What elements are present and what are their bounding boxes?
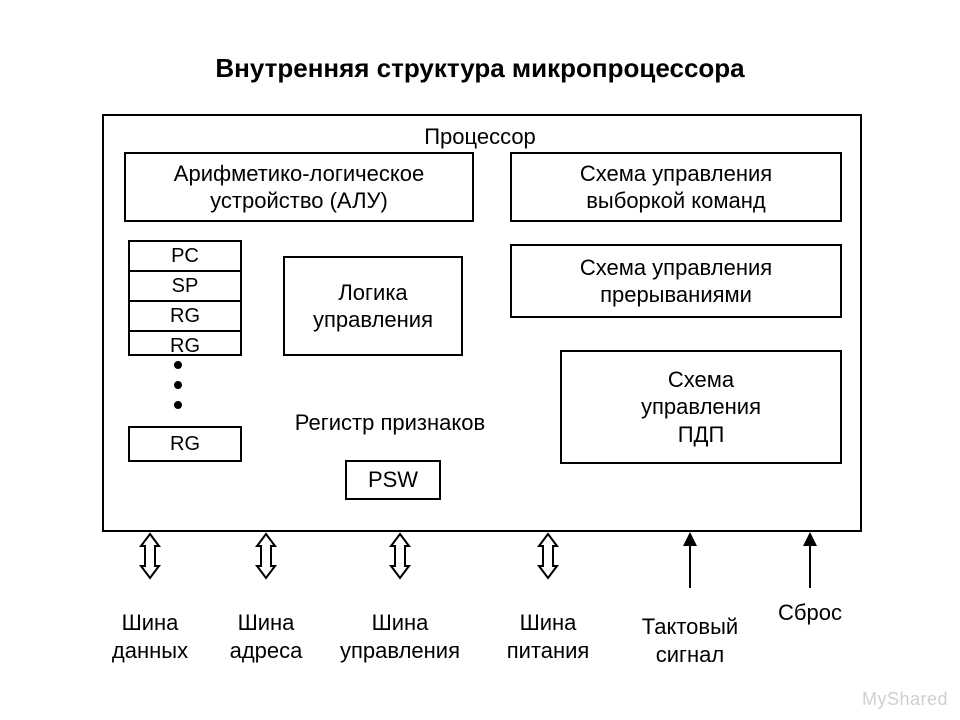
- watermark: MyShared: [862, 689, 948, 710]
- block-interrupt-ctrl: Схема управленияпрерываниями: [510, 244, 842, 318]
- bus-arrow-double-power: [533, 534, 563, 582]
- block-dma-text: СхемауправленияПДП: [641, 366, 761, 449]
- block-alu-text: Арифметико-логическоеустройство (АЛУ): [174, 160, 424, 215]
- register-last-text: RG: [170, 432, 200, 457]
- status-register-label: Регистр признаков: [250, 409, 530, 437]
- ellipsis-dot: [174, 361, 182, 369]
- bus-label-reset: Сброс: [725, 599, 895, 627]
- register-cell: RG: [130, 302, 240, 332]
- bus-arrow-up-reset: [798, 532, 822, 592]
- block-psw: PSW: [345, 460, 441, 500]
- diagram-title: Внутренняя структура микропроцессора: [0, 53, 960, 84]
- ellipsis-dot: [174, 401, 182, 409]
- bus-arrow-double-data: [135, 534, 165, 582]
- block-dma-ctrl: СхемауправленияПДП: [560, 350, 842, 464]
- block-psw-text: PSW: [368, 466, 418, 494]
- register-cell: PC: [130, 242, 240, 272]
- block-fetch-text: Схема управлениявыборкой команд: [580, 160, 772, 215]
- register-stack: PCSPRGRG: [128, 240, 242, 356]
- ellipsis-dot: [174, 381, 182, 389]
- block-irq-text: Схема управленияпрерываниями: [580, 254, 772, 309]
- bus-arrow-double-addr: [251, 534, 281, 582]
- block-control-logic: Логикауправления: [283, 256, 463, 356]
- processor-label: Процессор: [0, 123, 960, 151]
- bus-label-ctrl: Шинауправления: [315, 609, 485, 664]
- register-last: RG: [128, 426, 242, 462]
- bus-arrow-up-clock: [678, 532, 702, 592]
- bus-arrow-double-ctrl: [385, 534, 415, 582]
- block-fetch-control: Схема управлениявыборкой команд: [510, 152, 842, 222]
- register-cell: SP: [130, 272, 240, 302]
- block-logic-text: Логикауправления: [313, 279, 433, 334]
- block-alu: Арифметико-логическоеустройство (АЛУ): [124, 152, 474, 222]
- register-cell: RG: [130, 332, 240, 360]
